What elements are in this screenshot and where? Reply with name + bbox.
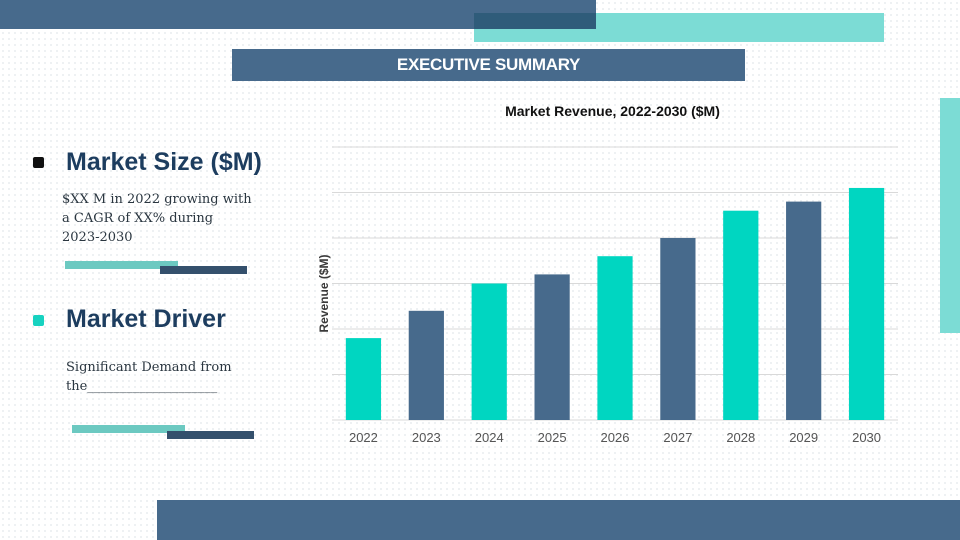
accent-bar-navy [167, 431, 254, 439]
market-size-text: $XX M in 2022 growing with a CAGR of XX%… [62, 190, 282, 247]
market-driver-text: Significant Demand from the_____________… [66, 358, 276, 396]
chart-bar-2029 [786, 201, 822, 420]
revenue-bar-chart: 2022 2023 2024 2025 2026 2027 2028 2029 2030 Rev… [317, 146, 898, 445]
chart-x-tick-label: 2029 [789, 430, 818, 445]
chart-bar-2023 [408, 310, 444, 420]
chart-x-tick-label: 2024 [475, 430, 504, 445]
chart-bar-2028 [723, 210, 759, 420]
chart-bar-2025 [534, 274, 570, 420]
chart-bar-2022 [345, 338, 382, 420]
accent-bar-teal [72, 425, 185, 433]
market-size-line: 2023-2030 [62, 230, 133, 245]
accent-bar-teal [65, 261, 178, 269]
chart-bars [345, 187, 885, 420]
chart-x-tick-label: 2027 [663, 430, 692, 445]
chart-x-tick-label: 2030 [852, 430, 881, 445]
chart-title: Market Revenue, 2022-2030 ($M) [505, 103, 720, 119]
chart-x-tick-label: 2028 [726, 430, 755, 445]
chart-x-tick-label: 2026 [601, 430, 630, 445]
chart-x-tick-label: 2025 [538, 430, 567, 445]
right-decor-bar-teal [940, 98, 960, 333]
market-size-line: $XX M in 2022 growing with [62, 192, 252, 207]
chart-bar-2026 [597, 256, 633, 420]
market-driver-line: Significant Demand from [66, 360, 232, 375]
market-size-line: a CAGR of XX% during [62, 211, 214, 226]
accent-bar-navy [160, 266, 247, 274]
chart-x-tick-label: 2022 [349, 430, 378, 445]
market-driver-line: the____________________ [66, 379, 218, 394]
chart-x-tick-label: 2023 [412, 430, 441, 445]
bottom-decor-bar-navy [157, 500, 960, 540]
chart-bar-2030 [848, 187, 885, 420]
market-size-heading: Market Size ($M) [66, 148, 262, 176]
chart-bar-2027 [660, 238, 696, 420]
top-decor-bar-overlap [474, 13, 596, 29]
market-driver-heading: Market Driver [66, 305, 226, 333]
chart-y-axis-label: Revenue ($M) [317, 254, 331, 332]
market-driver-bullet-icon [33, 315, 44, 326]
chart-bar-2024 [471, 283, 507, 420]
chart-x-tick-labels: 2022 2023 2024 2025 2026 2027 2028 2029 2030 [349, 430, 881, 445]
page-title: EXECUTIVE SUMMARY [232, 49, 745, 81]
market-size-bullet-icon [33, 157, 44, 168]
